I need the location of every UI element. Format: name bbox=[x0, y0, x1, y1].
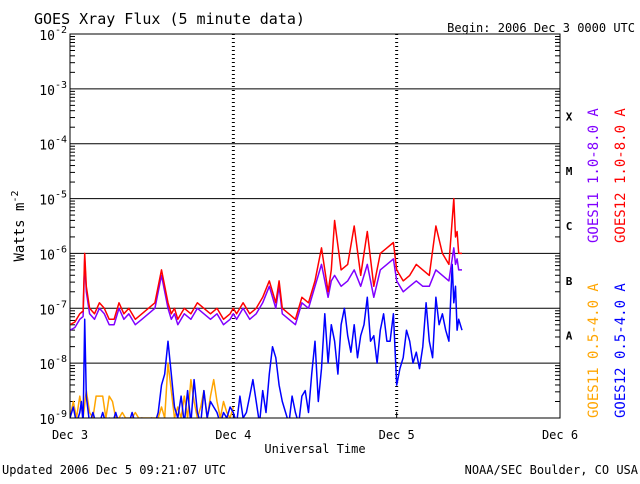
y-tick-label-3: 10-5 bbox=[39, 190, 67, 209]
y-tick-exp-0: -2 bbox=[55, 25, 67, 36]
y-axis-ticks: 10-210-310-410-510-610-710-810-9 bbox=[39, 25, 560, 428]
y-tick-base-4: 10 bbox=[39, 248, 55, 263]
y-tick-exp-3: -5 bbox=[55, 190, 67, 201]
y-tick-base-7: 10 bbox=[39, 413, 55, 428]
footer-source: NOAA/SEC Boulder, CO USA bbox=[465, 463, 639, 477]
y-axis-label: Watts m-2 bbox=[10, 190, 28, 261]
flare-class-A: A bbox=[566, 330, 573, 343]
series-layer bbox=[70, 197, 463, 418]
x-tick-label-2: Dec 5 bbox=[379, 428, 415, 442]
y-tick-exp-2: -4 bbox=[55, 135, 67, 146]
y-axis-label-text: Watts m bbox=[12, 203, 28, 262]
footer-updated: Updated 2006 Dec 5 09:21:07 UTC bbox=[2, 463, 226, 477]
x-tick-label-3: Dec 6 bbox=[542, 428, 578, 442]
legend: GOES11 1.0-8.0 A GOES12 1.0-8.0 A GOES11… bbox=[586, 108, 629, 418]
series-line-goes12_short bbox=[70, 263, 463, 418]
y-tick-label-2: 10-4 bbox=[39, 135, 67, 154]
series-line-goes12_long bbox=[70, 197, 462, 326]
y-tick-label-4: 10-6 bbox=[39, 244, 67, 263]
legend-goes12-short: GOES12 0.5-4.0 A bbox=[613, 283, 629, 418]
grid-layer bbox=[70, 34, 560, 418]
x-axis-ticks: Dec 3 Dec 4 Dec 5 Dec 6 bbox=[52, 412, 578, 442]
y-tick-base-6: 10 bbox=[39, 358, 55, 373]
flare-class-B: B bbox=[566, 275, 573, 288]
y-tick-label-7: 10-9 bbox=[39, 409, 67, 428]
plot-frame bbox=[69, 33, 561, 419]
begin-label: Begin: 2006 Dec 3 0000 UTC bbox=[447, 21, 635, 35]
y-tick-base-2: 10 bbox=[39, 139, 55, 154]
y-tick-base-5: 10 bbox=[39, 303, 55, 318]
flare-class-X: X bbox=[566, 110, 573, 123]
legend-goes11-short: GOES11 0.5-4.0 A bbox=[586, 283, 602, 418]
y-tick-label-6: 10-8 bbox=[39, 354, 67, 373]
y-tick-label-5: 10-7 bbox=[39, 299, 67, 318]
series-line-goes11_long bbox=[70, 247, 462, 331]
flare-class-C: C bbox=[566, 220, 573, 233]
legend-goes12-long: GOES12 1.0-8.0 A bbox=[613, 108, 629, 243]
y-tick-label-0: 10-2 bbox=[39, 25, 67, 44]
y-tick-exp-1: -3 bbox=[55, 80, 67, 91]
legend-goes11-long: GOES11 1.0-8.0 A bbox=[586, 108, 602, 243]
y-tick-exp-4: -6 bbox=[55, 244, 67, 255]
y-tick-base-3: 10 bbox=[39, 194, 55, 209]
y-axis-label-exp: -2 bbox=[10, 190, 21, 202]
y-tick-base-1: 10 bbox=[39, 84, 55, 99]
y-tick-base-0: 10 bbox=[39, 29, 55, 44]
flare-class-M: M bbox=[566, 165, 573, 178]
y-tick-label-1: 10-3 bbox=[39, 80, 67, 99]
chart-title: GOES Xray Flux (5 minute data) bbox=[34, 10, 305, 28]
y-tick-exp-5: -7 bbox=[55, 299, 67, 310]
x-tick-label-1: Dec 4 bbox=[215, 428, 251, 442]
x-tick-label-0: Dec 3 bbox=[52, 428, 88, 442]
x-axis-label: Universal Time bbox=[264, 442, 365, 456]
flare-class-labels: X M C B A bbox=[566, 110, 573, 342]
y-tick-exp-6: -8 bbox=[55, 354, 67, 365]
y-tick-exp-7: -9 bbox=[55, 409, 67, 420]
